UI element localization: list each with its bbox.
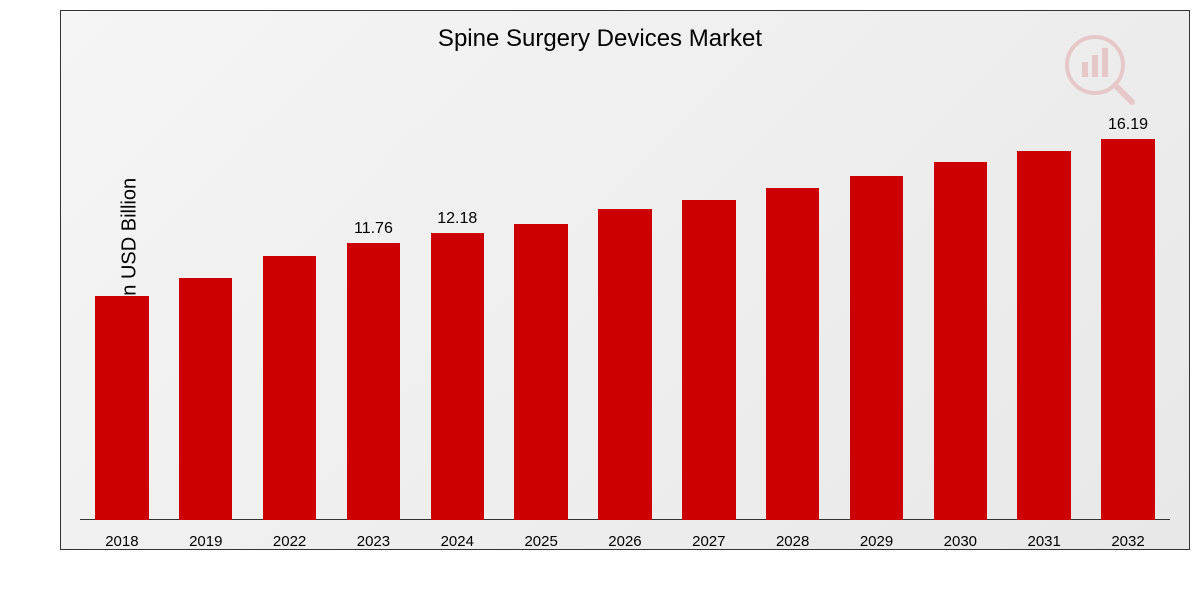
bar <box>95 296 148 520</box>
chart-title: Spine Surgery Devices Market <box>438 25 762 53</box>
x-tick-label: 2024 <box>419 533 495 550</box>
chart-container: Spine Surgery Devices Market Market Valu… <box>0 0 1200 600</box>
x-tick-label: 2030 <box>922 533 998 550</box>
bar-value-label: 11.76 <box>354 220 393 238</box>
bar-wrapper <box>503 120 579 520</box>
bar-wrapper: 11.76 <box>335 120 411 520</box>
x-tick-label: 2025 <box>503 533 579 550</box>
x-tick-label: 2019 <box>168 533 244 550</box>
bar <box>682 200 735 520</box>
bar <box>514 224 567 520</box>
bar <box>347 243 400 520</box>
watermark-logo-icon <box>1060 30 1140 115</box>
bar-wrapper <box>1006 120 1082 520</box>
bar <box>766 188 819 520</box>
bar-wrapper: 12.18 <box>419 120 495 520</box>
bar <box>263 256 316 520</box>
x-tick-label: 2031 <box>1006 533 1082 550</box>
bar-wrapper <box>755 120 831 520</box>
bar-wrapper <box>251 120 327 520</box>
bar-value-label: 16.19 <box>1108 116 1148 134</box>
x-axis-labels: 2018 2019 2022 2023 2024 2025 2026 2027 2028 2029… <box>80 533 1170 550</box>
x-tick-label: 2026 <box>587 533 663 550</box>
bar <box>179 278 232 520</box>
bar-wrapper <box>922 120 998 520</box>
x-tick-label: 2029 <box>838 533 914 550</box>
x-tick-label: 2027 <box>671 533 747 550</box>
plot-area: 11.76 12.18 16.19 <box>80 120 1170 520</box>
bar-wrapper <box>168 120 244 520</box>
bar <box>1101 139 1154 520</box>
x-tick-label: 2018 <box>84 533 160 550</box>
bar-wrapper <box>84 120 160 520</box>
bar-wrapper: 16.19 <box>1090 120 1166 520</box>
bar-wrapper <box>838 120 914 520</box>
bar <box>934 162 987 520</box>
x-tick-label: 2022 <box>251 533 327 550</box>
bar-wrapper <box>587 120 663 520</box>
bar-value-label: 12.18 <box>437 210 477 228</box>
bar <box>850 176 903 520</box>
x-tick-label: 2028 <box>755 533 831 550</box>
x-tick-label: 2023 <box>335 533 411 550</box>
bar <box>1017 151 1070 520</box>
bar-wrapper <box>671 120 747 520</box>
x-tick-label: 2032 <box>1090 533 1166 550</box>
bars-container: 11.76 12.18 16.19 <box>80 120 1170 520</box>
bar <box>598 209 651 520</box>
bar <box>431 233 484 520</box>
